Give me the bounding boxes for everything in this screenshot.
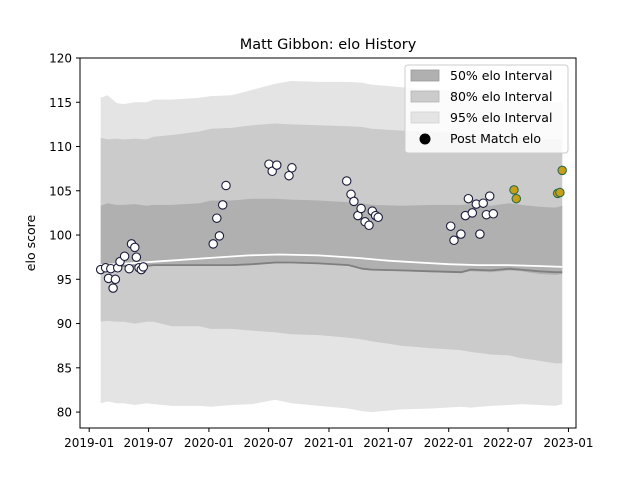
post-match-point [217, 200, 228, 210]
post-match-point [138, 262, 149, 272]
post-match-point [484, 191, 495, 201]
legend-label-50: 50% elo Interval [450, 68, 552, 83]
y-axis-label: elo score [23, 215, 38, 272]
post-match-point [467, 208, 478, 218]
x-axis-ticks: 2019-01 2019-07 2020-01 2020-07 2021-01 2021-… [64, 428, 594, 450]
y-tick-label: 80 [57, 406, 72, 420]
y-tick-label: 90 [57, 317, 72, 331]
post-match-point [445, 221, 456, 231]
legend-label-95: 95% elo Interval [450, 110, 552, 125]
post-match-point-highlighted [555, 187, 565, 198]
legend-frame [404, 64, 569, 154]
post-match-point-highlighted [557, 165, 567, 176]
y-axis-ticks: 80 85 90 95 100 105 110 115 120 [49, 52, 80, 420]
post-match-point [272, 160, 282, 170]
x-tick-label: 2023-01 [543, 436, 593, 450]
post-match-point [208, 239, 218, 249]
post-match-point [212, 213, 222, 223]
y-tick-label: 95 [57, 273, 72, 287]
legend-label-post-match: Post Match elo [450, 131, 541, 146]
post-match-point [131, 252, 142, 262]
x-tick-label: 2021-07 [363, 436, 413, 450]
y-tick-label: 115 [49, 96, 72, 110]
post-match-point [287, 163, 297, 173]
post-match-point [488, 209, 499, 219]
x-tick-label: 2020-01 [184, 436, 234, 450]
post-match-point [267, 166, 277, 177]
post-match-point [221, 180, 231, 191]
x-tick-label: 2021-01 [304, 436, 354, 450]
post-match-point [356, 203, 366, 214]
legend: 50% elo Interval 80% elo Interval 95% el… [404, 64, 569, 154]
post-match-point-highlighted [511, 193, 522, 204]
post-match-point [478, 198, 488, 208]
x-tick-label: 2019-01 [64, 436, 114, 450]
x-tick-label: 2022-01 [424, 436, 474, 450]
post-match-point [284, 170, 294, 181]
post-match-point [463, 193, 474, 204]
post-match-point-highlighted [509, 185, 519, 195]
post-match-point [130, 242, 140, 253]
x-tick-label: 2019-07 [123, 436, 173, 450]
post-match-point [456, 229, 466, 239]
post-match-point [124, 263, 134, 274]
post-match-point [475, 229, 485, 239]
post-match-point [373, 212, 383, 223]
post-match-points [95, 159, 567, 293]
post-match-point [341, 176, 352, 186]
legend-marker-post-match [419, 133, 431, 145]
post-match-point [214, 231, 225, 241]
post-match-point [108, 283, 118, 293]
post-match-point [119, 251, 130, 262]
interval-bands [100, 81, 563, 413]
mean-line [100, 253, 563, 268]
x-tick-label: 2020-07 [244, 436, 294, 450]
post-match-point [110, 274, 121, 285]
y-tick-label: 110 [49, 140, 72, 154]
legend-swatch-95 [410, 111, 440, 124]
legend-label-80: 80% elo Interval [450, 89, 552, 104]
plot-frame [79, 57, 577, 429]
y-tick-label: 120 [49, 52, 72, 66]
y-tick-label: 85 [57, 361, 72, 375]
legend-swatch-80 [410, 90, 440, 103]
chart-title: Matt Gibbon: elo History [240, 37, 417, 53]
y-tick-label: 100 [49, 229, 72, 243]
legend-swatch-50 [410, 69, 440, 82]
x-tick-label: 2022-07 [483, 436, 533, 450]
post-match-point [364, 220, 374, 231]
post-match-point [349, 196, 359, 207]
y-tick-label: 105 [49, 184, 72, 198]
post-match-point [449, 235, 459, 246]
